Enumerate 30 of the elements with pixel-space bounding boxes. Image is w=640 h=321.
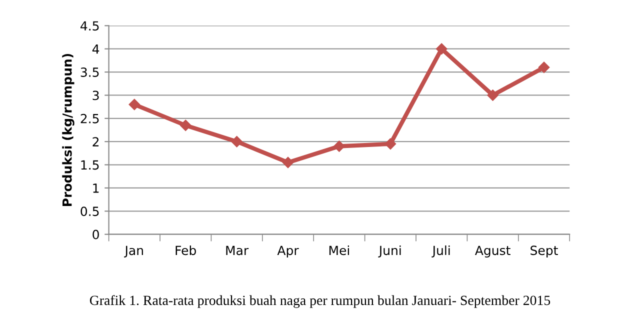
y-tick-label: 2.5 bbox=[80, 114, 99, 124]
x-tick-label: Apr bbox=[277, 246, 299, 258]
y-tick-label: 3.5 bbox=[80, 68, 99, 77]
x-tick-label: Agust bbox=[474, 246, 510, 258]
x-tick-label: Mei bbox=[329, 245, 349, 256]
point bbox=[384, 138, 396, 150]
y-tick-label: 3 bbox=[92, 90, 99, 100]
point bbox=[282, 156, 294, 168]
point bbox=[231, 136, 242, 148]
x-tick-label: Feb bbox=[176, 245, 196, 256]
y-tick-label: 4.5 bbox=[80, 21, 99, 31]
text: Grafik 1. Rata-rata produksi buah naga per rumpun bulan Januari- September 2015 bbox=[90, 295, 550, 308]
point bbox=[436, 43, 448, 54]
x-tick-label: Sept bbox=[530, 246, 558, 258]
point bbox=[128, 98, 140, 110]
y-tick-label: 1 bbox=[93, 184, 99, 193]
x-tick-label: Juli bbox=[432, 245, 450, 258]
x-tick-label: Mar bbox=[226, 246, 249, 256]
y-tick-label: 4 bbox=[92, 44, 100, 54]
x-tick-label: Jan bbox=[124, 246, 143, 258]
point bbox=[538, 62, 550, 74]
y-tick-label: 1.5 bbox=[81, 160, 99, 170]
point bbox=[180, 120, 192, 131]
point bbox=[334, 140, 345, 152]
x-tick-label: Juni bbox=[378, 245, 401, 258]
point bbox=[487, 90, 498, 101]
y-axis-title: Produksi (kg/rumpun) bbox=[62, 54, 74, 206]
y-tick-label: 0.5 bbox=[80, 206, 99, 216]
y-tick-label: 0 bbox=[92, 230, 99, 240]
y-tick-label: 2 bbox=[92, 137, 99, 146]
